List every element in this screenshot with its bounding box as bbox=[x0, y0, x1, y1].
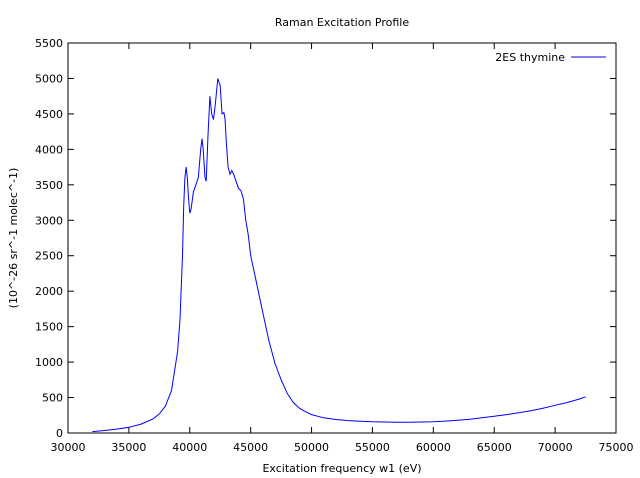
y-tick-label: 0 bbox=[56, 427, 63, 440]
x-tick-label: 45000 bbox=[233, 441, 268, 454]
y-tick-label: 2500 bbox=[35, 250, 63, 263]
legend-label: 2ES thymine bbox=[495, 51, 565, 64]
y-tick-label: 500 bbox=[42, 392, 63, 405]
y-tick-label: 4000 bbox=[35, 143, 63, 156]
x-tick-label: 40000 bbox=[172, 441, 207, 454]
plot-border bbox=[67, 42, 617, 434]
y-axis-label: (10^-26 sr^-1 molec^-1) bbox=[7, 168, 20, 309]
legend: 2ES thymine bbox=[495, 51, 606, 64]
y-tick-label: 3500 bbox=[35, 179, 63, 192]
x-tick-label: 70000 bbox=[538, 441, 573, 454]
y-tick-label: 2000 bbox=[35, 285, 63, 298]
x-tick-label: 35000 bbox=[111, 441, 146, 454]
x-tick-label: 60000 bbox=[416, 441, 451, 454]
x-tick-label: 30000 bbox=[51, 441, 86, 454]
y-axis-ticks: 0 500 1000 1500 2000 2500 3000 3500 4000 4500 5000… bbox=[35, 37, 616, 440]
x-tick-label: 55000 bbox=[355, 441, 390, 454]
y-tick-label: 5000 bbox=[35, 72, 63, 85]
y-tick-label: 5500 bbox=[35, 37, 63, 50]
y-tick-label: 1000 bbox=[35, 356, 63, 369]
x-axis-ticks: 30000 35000 40000 45000 50000 55000 60000 65000… bbox=[51, 43, 634, 454]
x-tick-label: 50000 bbox=[294, 441, 329, 454]
series-line-2es-thymine bbox=[92, 78, 586, 433]
y-tick-label: 1500 bbox=[35, 321, 63, 334]
x-tick-label: 75000 bbox=[599, 441, 634, 454]
chart-title: Raman Excitation Profile bbox=[275, 16, 409, 29]
x-tick-label: 65000 bbox=[477, 441, 512, 454]
y-tick-label: 4500 bbox=[35, 108, 63, 121]
y-tick-label: 3000 bbox=[35, 214, 63, 227]
x-axis-label: Excitation frequency w1 (eV) bbox=[262, 462, 421, 475]
